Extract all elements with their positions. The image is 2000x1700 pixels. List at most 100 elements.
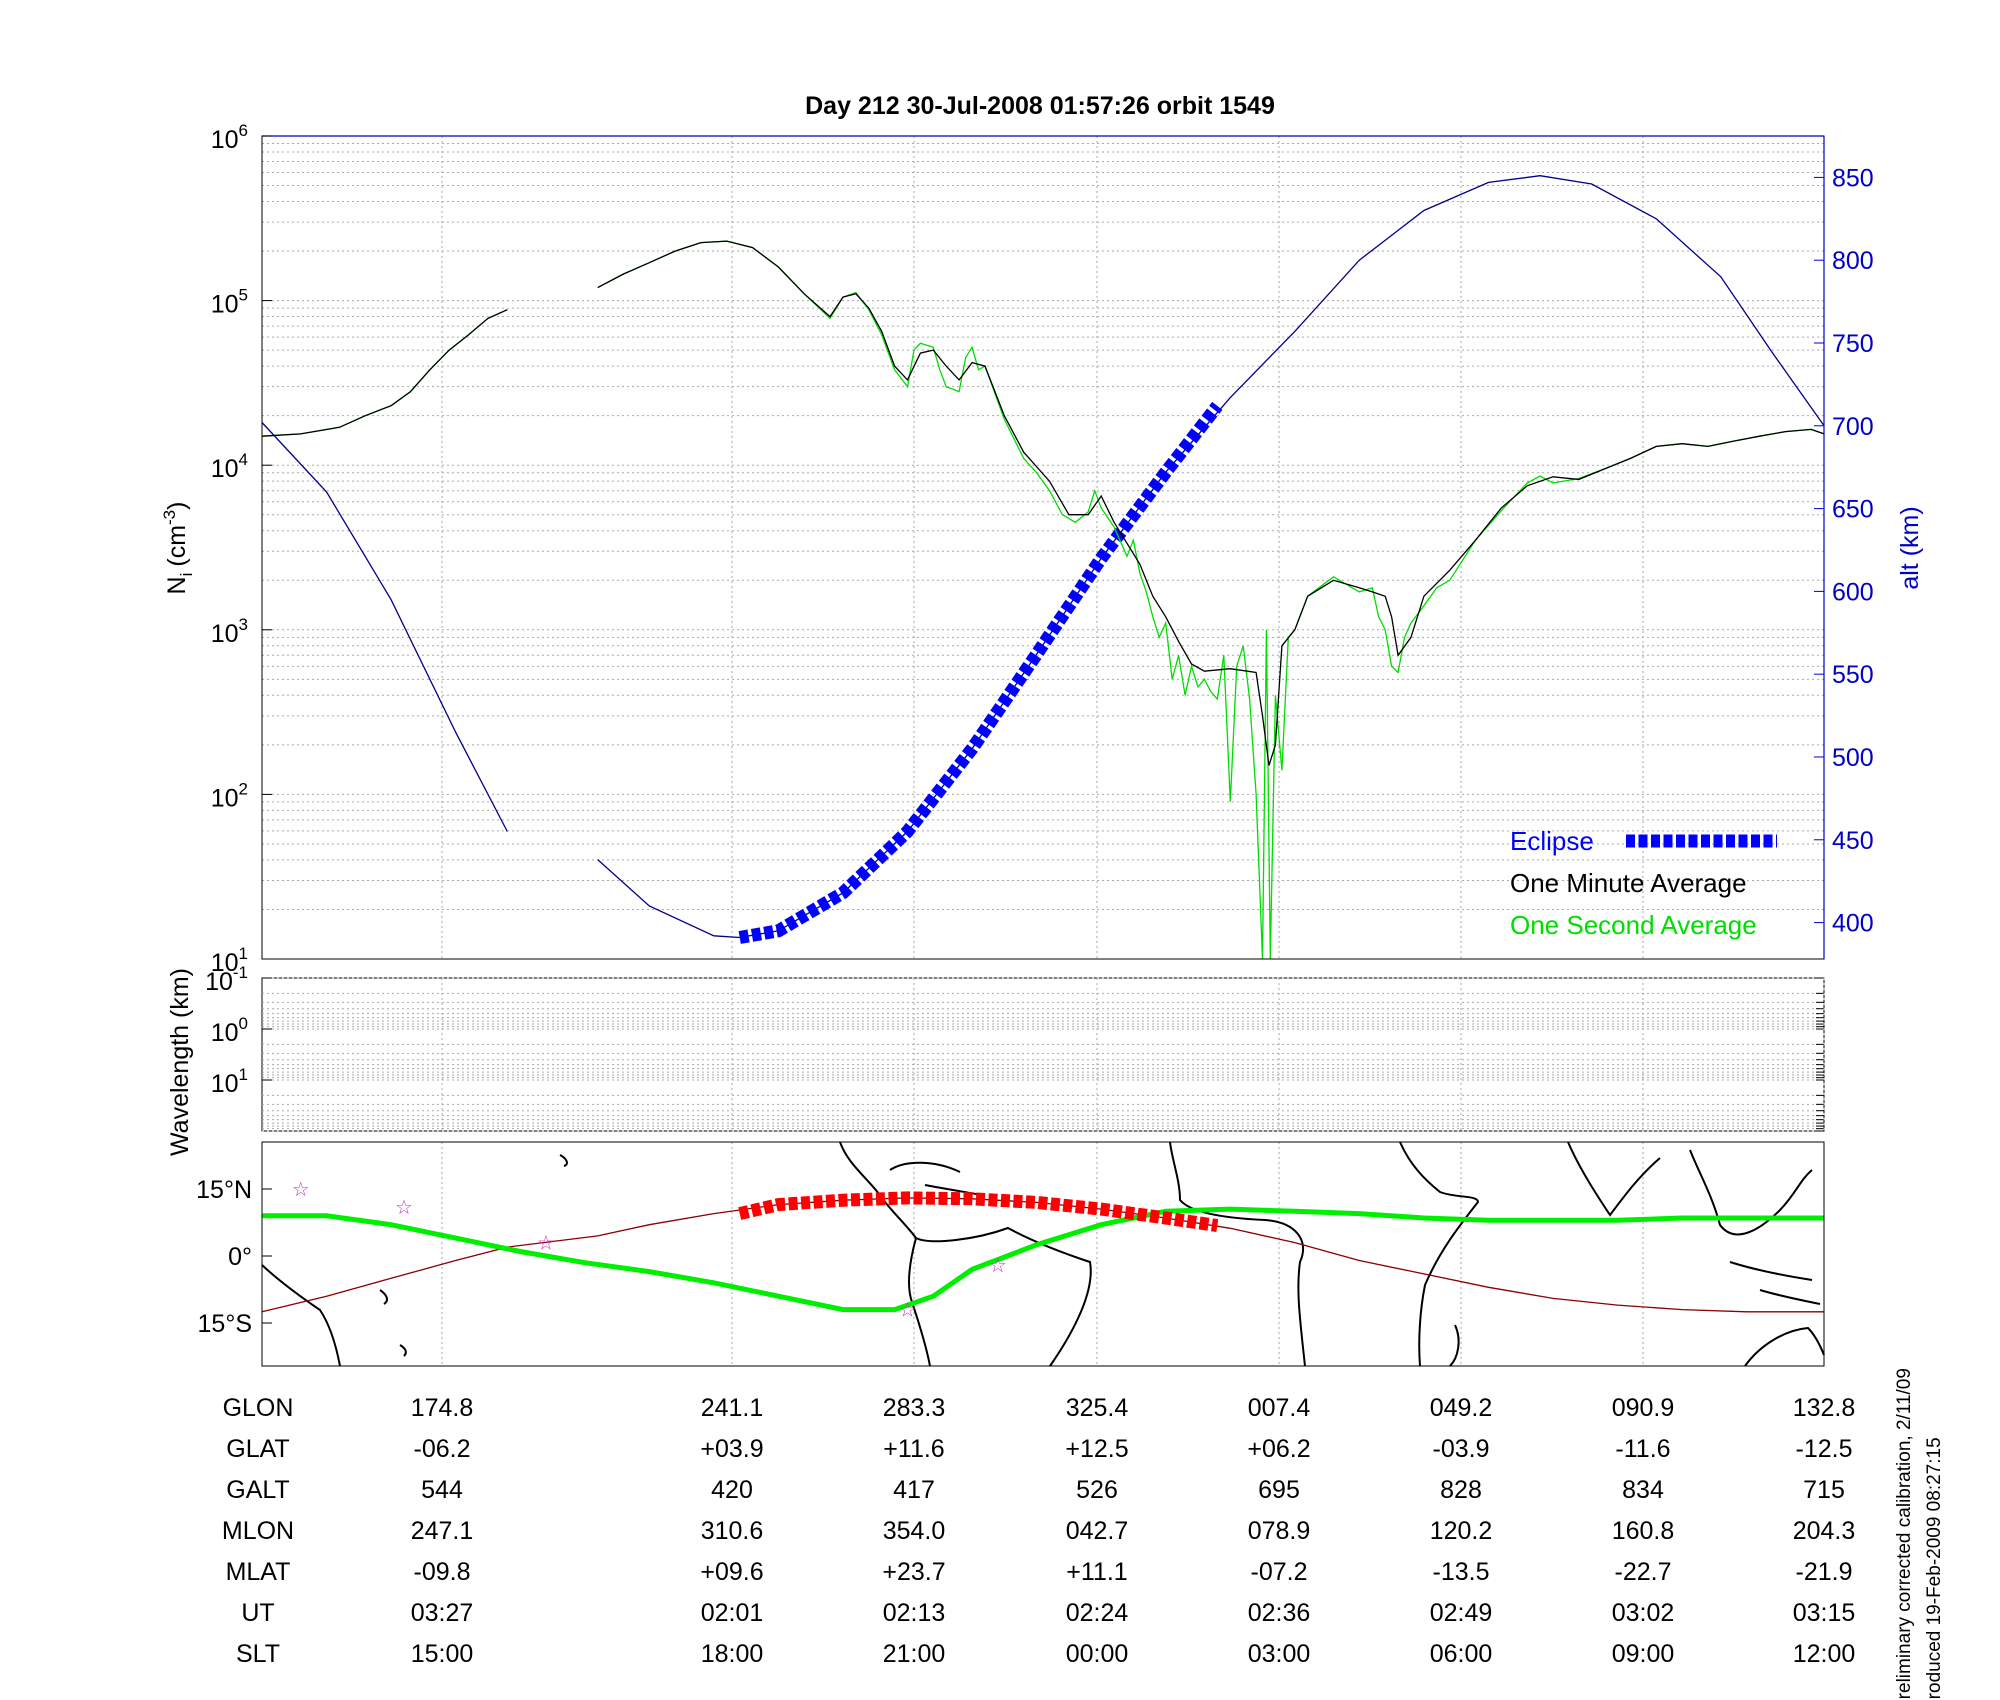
altitude-tick-label: 650	[1832, 496, 1874, 524]
table-row-label: GLAT	[226, 1435, 289, 1463]
table-cell: -22.7	[1615, 1558, 1672, 1586]
table-cell: 06:00	[1430, 1640, 1493, 1668]
star-marker-icon: ☆	[292, 1179, 310, 1201]
table-cell: -21.9	[1796, 1558, 1853, 1586]
eclipse-track-line	[738, 1191, 1219, 1233]
table-cell: 03:27	[411, 1599, 474, 1627]
coast-australia	[1744, 1326, 1825, 1367]
altitude-tick-label: 700	[1832, 413, 1874, 441]
density-label-exp: -3	[160, 510, 179, 525]
altitude-tick-label: 750	[1832, 330, 1874, 358]
altitude-tick-label: 400	[1832, 910, 1874, 938]
density-tick-base: 10	[211, 291, 239, 319]
table-cell: -13.5	[1433, 1558, 1490, 1586]
table-cell: +09.6	[700, 1558, 763, 1586]
density-tick-label: 105	[211, 286, 248, 319]
table-cell: 417	[893, 1476, 935, 1504]
table-cell: 21:00	[883, 1640, 946, 1668]
table-cell: 18:00	[701, 1640, 764, 1668]
table-cell: 02:49	[1430, 1599, 1493, 1627]
density-label-n: N	[163, 576, 191, 594]
star-marker-icon: ☆	[899, 1300, 917, 1322]
table-cell: 715	[1803, 1476, 1845, 1504]
table-cell: 078.9	[1248, 1517, 1311, 1545]
density-tick-label: 101	[211, 944, 248, 977]
table-cell: 15:00	[411, 1640, 474, 1668]
wavelength-tick-exp: 0	[239, 1014, 248, 1033]
density-plot-area	[262, 136, 1824, 959]
footer-calibration-note: Preliminary corrected calibration, 2/11/…	[1894, 1368, 1915, 1700]
map-plot-area	[262, 1142, 1824, 1366]
coast-indonesia	[1729, 1261, 1821, 1305]
star-marker-icon: ☆	[395, 1197, 413, 1219]
altitude-axis-label: alt (km)	[1896, 506, 1924, 589]
altitude-tick-label: 550	[1832, 661, 1874, 689]
table-cell: 03:15	[1793, 1599, 1856, 1627]
star-marker-icon: ☆	[537, 1233, 555, 1255]
legend: Eclipse One Minute Average One Second Av…	[1510, 826, 1777, 940]
eclipse-line	[738, 401, 1223, 944]
table-row-label: UT	[241, 1599, 274, 1627]
legend-one-minute-label: One Minute Average	[1510, 868, 1747, 898]
density-tick-exp: 3	[239, 615, 248, 634]
density-tick-exp: 5	[239, 286, 248, 305]
coast-southeast-asia	[1689, 1149, 1813, 1236]
table-cell: 544	[421, 1476, 463, 1504]
coast-madagascar	[1449, 1324, 1460, 1367]
wavelength-tick-label: 10-1	[205, 963, 248, 996]
table-cell: -06.2	[414, 1435, 471, 1463]
table-cell: 042.7	[1066, 1517, 1129, 1545]
table-cell: +11.6	[883, 1435, 944, 1463]
coast-africa-west	[1169, 1141, 1306, 1367]
altitude-line	[261, 422, 508, 832]
density-tick-label: 104	[211, 450, 248, 483]
density-tick-exp: 6	[239, 121, 248, 140]
table-row-label: MLON	[222, 1517, 294, 1545]
table-cell: 03:00	[1248, 1640, 1311, 1668]
table-cell: 828	[1440, 1476, 1482, 1504]
coast-india	[1567, 1141, 1661, 1217]
table-cell: 09:00	[1612, 1640, 1675, 1668]
table-cell: 00:00	[1066, 1640, 1129, 1668]
latitude-ticks: 15°N 0° 15°S	[196, 1176, 272, 1338]
density-label-close: )	[163, 502, 191, 510]
density-tick-base: 10	[211, 620, 239, 648]
table-cell: 02:01	[701, 1599, 764, 1627]
star-marker-icon: ☆	[989, 1255, 1007, 1277]
table-cell: 174.8	[411, 1394, 474, 1422]
wavelength-tick-exp: 1	[239, 1065, 248, 1084]
altitude-tick-label: 500	[1832, 744, 1874, 772]
table-cell: 132.8	[1793, 1394, 1856, 1422]
wavelength-tick-exp: -1	[233, 963, 248, 982]
density-curves	[261, 240, 1825, 960]
magnetic-equator-line	[262, 1206, 1825, 1313]
table-cell: 049.2	[1430, 1394, 1493, 1422]
table-cell: 420	[711, 1476, 753, 1504]
density-tick-label: 102	[211, 779, 248, 812]
density-tick-base: 10	[211, 455, 239, 483]
wavelength-plot-area	[261, 977, 1825, 1132]
altitude-tick-label: 850	[1832, 164, 1874, 192]
one-minute-average-line	[597, 240, 1825, 766]
wavelength-tick-base: 10	[211, 1019, 239, 1047]
table-cell: -07.2	[1251, 1558, 1308, 1586]
table-cell: 526	[1076, 1476, 1118, 1504]
eclipse-marks	[738, 401, 1223, 944]
wavelength-grid	[262, 977, 1825, 1132]
altitude-tick-label: 450	[1832, 827, 1874, 855]
altitude-tick-label: 600	[1832, 578, 1874, 606]
table-row-label: GALT	[226, 1476, 289, 1504]
wavelength-tick-label: 101	[211, 1065, 248, 1098]
legend-eclipse-label: Eclipse	[1510, 826, 1594, 856]
table-cell: -09.8	[414, 1558, 471, 1586]
table-cell: 120.2	[1430, 1517, 1493, 1545]
table-cell: -11.6	[1615, 1435, 1670, 1463]
map-axes-frame	[261, 1141, 1825, 1367]
table-cell: 247.1	[411, 1517, 474, 1545]
table-row-label: GLON	[223, 1394, 294, 1422]
table-cell: 090.9	[1612, 1394, 1675, 1422]
coast-pacific-islands	[379, 1154, 568, 1357]
